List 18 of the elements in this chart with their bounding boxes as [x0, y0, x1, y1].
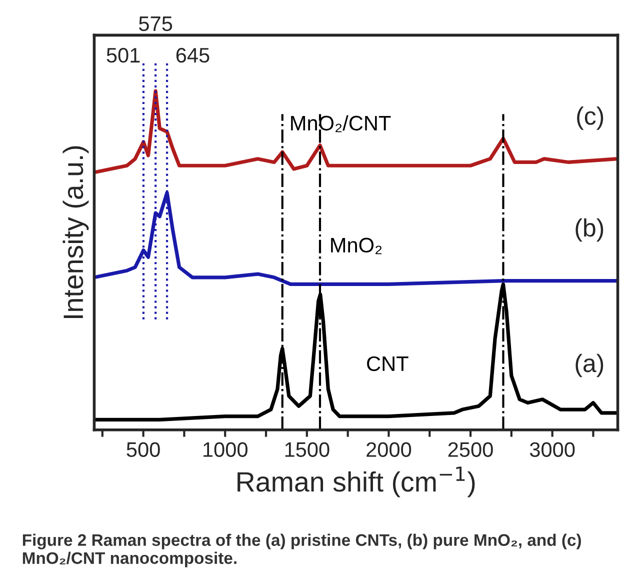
x-tick-label: 500: [126, 442, 160, 457]
x-tick-label: 1000: [204, 442, 248, 457]
annotation: (c): [577, 106, 604, 130]
x-tick-label: 1500: [285, 442, 330, 457]
annotation: (b): [576, 218, 604, 242]
annotation: (a): [576, 354, 604, 378]
ref-line-label: 501: [106, 48, 140, 63]
series-label: CNT: [367, 356, 408, 372]
y-axis-title: Intensity (a.u.): [62, 146, 89, 318]
ref-line-label: 645: [176, 48, 210, 63]
ref-line-label: 575: [139, 16, 172, 32]
x-axis-title: Raman shift (cm$^{−1}$): [238, 466, 475, 498]
x-tick-label: 2500: [448, 442, 493, 457]
x-tick-label: 3000: [530, 442, 575, 457]
x-tick-label: 2000: [366, 442, 412, 457]
series-label: MnO₂: [331, 238, 382, 254]
series-label: MnO₂/CNT: [291, 115, 391, 132]
caption: Figure 2 Raman spectra of the (a) pristine CNTs, (b) pure MnO₂, and (c) MnO₂/CNT nanocomposite.: [22, 534, 581, 568]
